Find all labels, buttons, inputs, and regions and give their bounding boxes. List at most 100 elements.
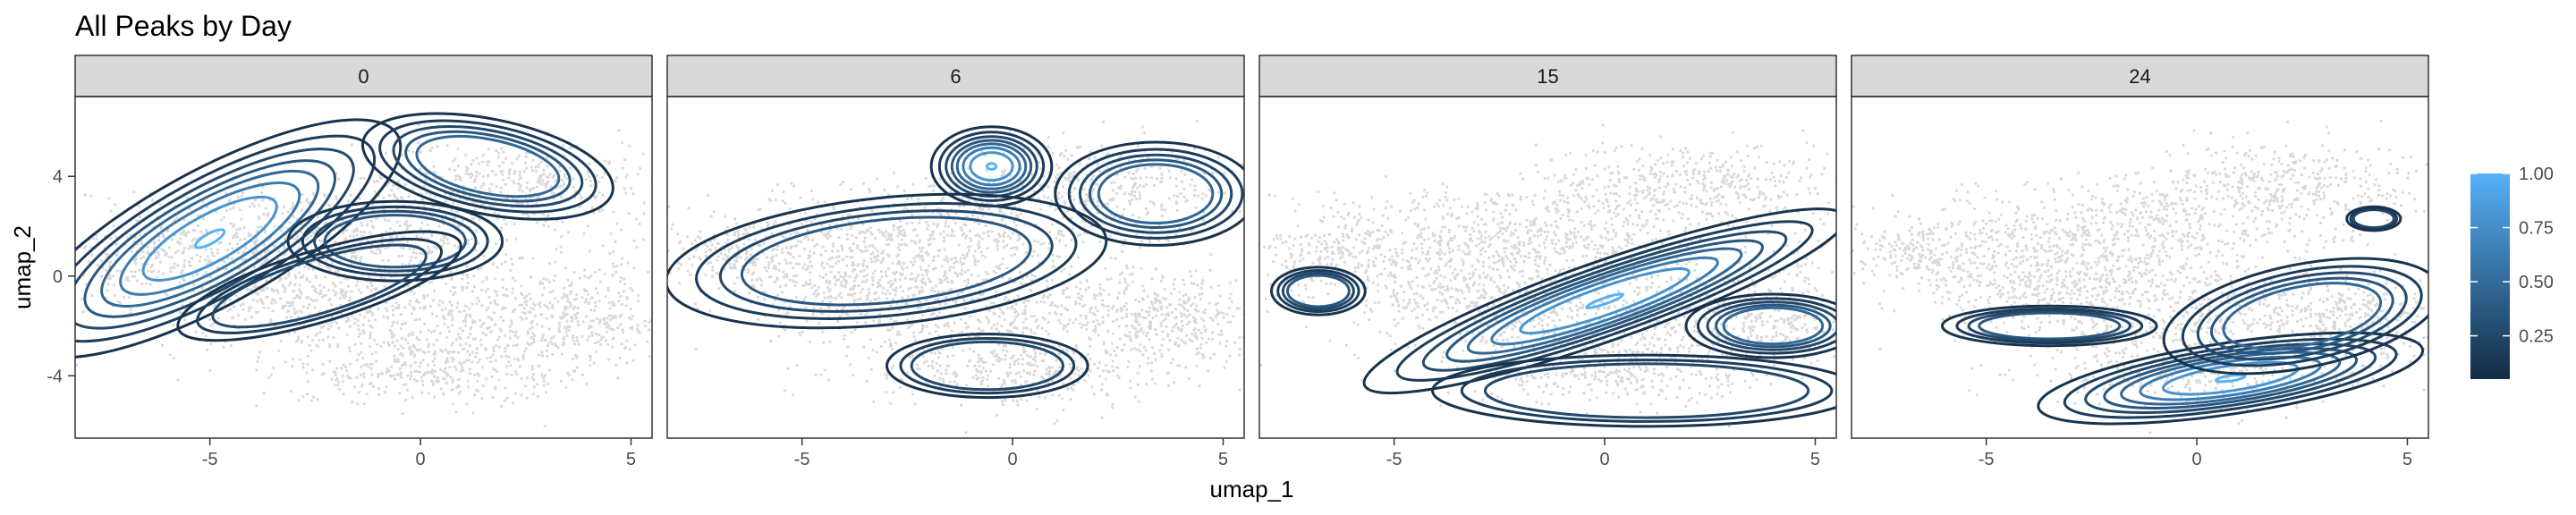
data-point	[790, 182, 793, 185]
data-point	[997, 232, 1001, 236]
data-point	[726, 225, 730, 229]
data-point	[987, 230, 990, 233]
data-point	[765, 269, 768, 273]
data-point	[931, 189, 936, 192]
data-point	[887, 254, 891, 258]
data-point	[482, 322, 486, 325]
data-point	[273, 224, 276, 228]
data-point	[229, 222, 233, 225]
data-point	[1033, 239, 1037, 242]
data-point	[1089, 344, 1092, 348]
data-point	[432, 289, 436, 293]
data-point	[432, 376, 436, 379]
data-point	[553, 279, 556, 283]
data-point	[342, 289, 345, 292]
data-point	[619, 228, 623, 232]
data-point	[441, 300, 445, 304]
data-point	[1174, 233, 1178, 237]
data-point	[319, 325, 323, 329]
data-point	[964, 223, 968, 227]
data-point	[315, 299, 318, 302]
data-point	[464, 153, 468, 156]
data-point	[411, 396, 414, 400]
data-point	[1225, 312, 1229, 316]
data-point	[589, 319, 593, 323]
data-point	[489, 317, 493, 320]
x-tick-label: 0	[415, 450, 425, 469]
data-point	[852, 279, 856, 283]
data-point	[856, 244, 860, 248]
data-point	[589, 297, 593, 300]
data-point	[1171, 310, 1174, 315]
data-point	[301, 395, 305, 399]
data-point	[1078, 302, 1081, 306]
data-point	[870, 232, 874, 236]
data-point	[388, 194, 392, 198]
data-point	[571, 281, 574, 284]
data-point	[465, 274, 469, 277]
data-point	[350, 143, 353, 147]
data-point	[475, 351, 479, 355]
data-point	[504, 307, 507, 310]
data-point	[767, 275, 771, 279]
data-point	[489, 356, 493, 359]
data-point	[925, 221, 928, 224]
data-point	[501, 293, 505, 297]
data-point	[479, 338, 483, 342]
data-point	[1141, 185, 1146, 189]
data-point	[475, 174, 479, 178]
data-point	[1078, 162, 1081, 165]
data-point	[355, 233, 359, 237]
data-point	[868, 190, 872, 194]
data-point	[1131, 186, 1134, 190]
data-point	[558, 185, 562, 189]
data-point	[588, 326, 591, 330]
data-point	[106, 283, 111, 286]
data-point	[525, 294, 529, 298]
data-point	[851, 233, 854, 237]
data-point	[351, 314, 354, 317]
data-point	[1032, 274, 1037, 278]
data-point	[826, 262, 829, 266]
data-point	[999, 209, 1003, 213]
data-point	[1134, 170, 1139, 173]
data-point	[1068, 175, 1072, 180]
data-point	[284, 360, 287, 364]
data-point	[279, 277, 283, 281]
data-point	[440, 308, 444, 312]
data-point	[267, 307, 270, 310]
data-point	[309, 234, 313, 238]
data-point	[837, 271, 841, 274]
data-point	[1182, 158, 1186, 162]
data-point	[987, 207, 991, 211]
data-point	[1131, 198, 1134, 201]
data-point	[325, 221, 328, 224]
data-point	[157, 239, 161, 242]
data-point	[1160, 176, 1164, 180]
data-point	[299, 275, 303, 279]
data-point	[394, 359, 397, 363]
data-point	[888, 291, 892, 295]
data-point	[954, 271, 958, 274]
data-point	[265, 259, 268, 263]
data-point	[973, 208, 977, 212]
data-point	[388, 328, 392, 332]
data-point	[845, 255, 849, 258]
contour-line	[194, 228, 226, 249]
data-point	[623, 283, 627, 286]
data-point	[840, 219, 844, 223]
data-point	[1013, 220, 1016, 224]
data-point	[626, 261, 630, 265]
data-point	[989, 301, 993, 305]
data-point	[586, 171, 589, 174]
data-point	[518, 365, 522, 368]
data-point	[804, 306, 808, 309]
data-point	[456, 245, 460, 249]
data-point	[146, 245, 149, 249]
data-point	[267, 249, 270, 253]
data-point	[1165, 325, 1168, 328]
data-point	[369, 289, 373, 293]
data-point	[529, 297, 532, 301]
data-point	[554, 344, 558, 348]
data-point	[178, 310, 182, 315]
